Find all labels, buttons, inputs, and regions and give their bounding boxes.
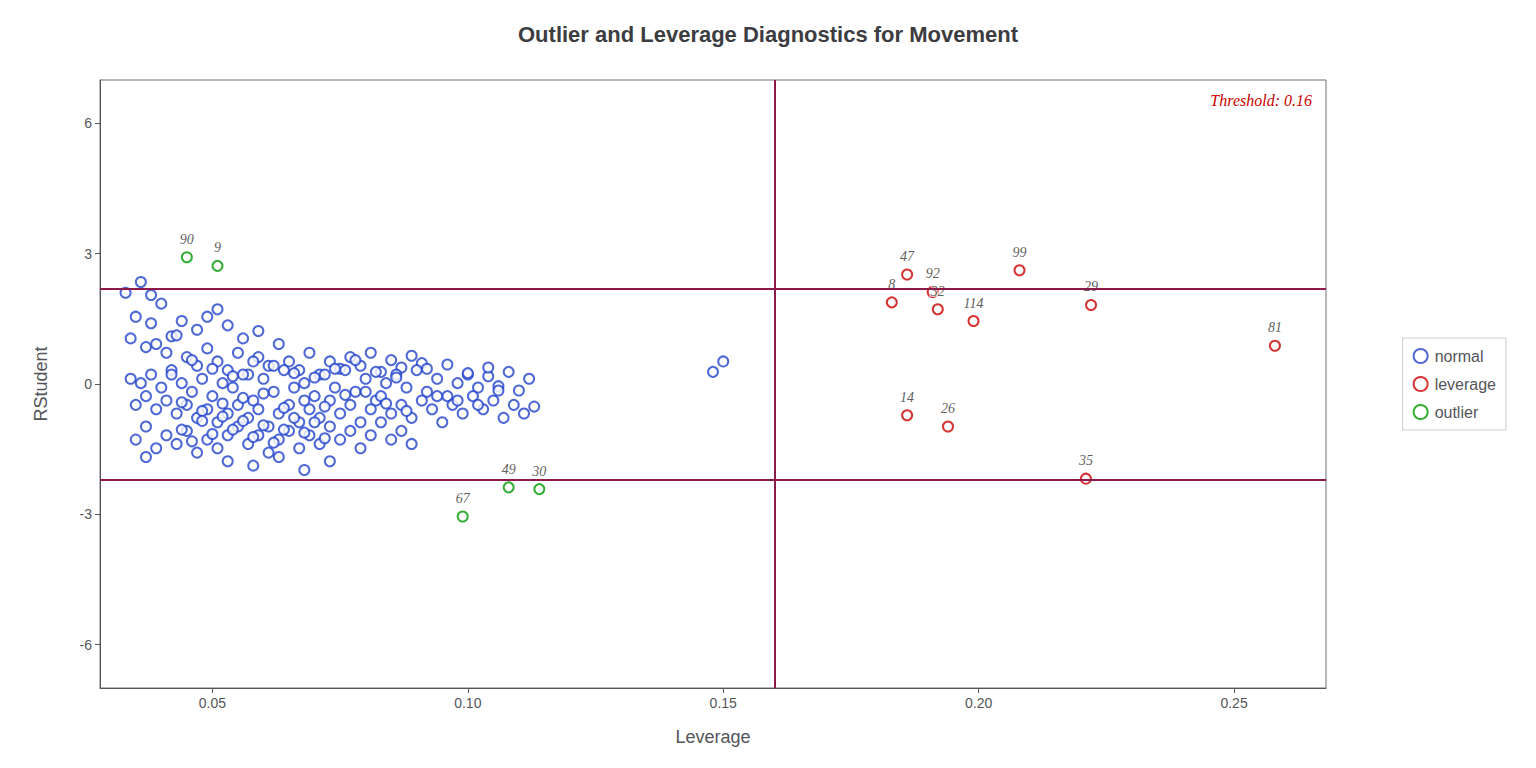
svg-text:0.10: 0.10 (454, 695, 481, 711)
svg-text:49: 49 (502, 462, 516, 477)
svg-text:26: 26 (941, 401, 955, 416)
svg-text:8: 8 (888, 276, 896, 292)
svg-text:9: 9 (214, 240, 221, 255)
svg-text:0.05: 0.05 (199, 695, 226, 711)
svg-text:-6: -6 (80, 637, 93, 653)
svg-text:-3: -3 (80, 506, 93, 522)
svg-text:Threshold: 0.16: Threshold: 0.16 (1210, 92, 1312, 109)
svg-text:normal: normal (1435, 348, 1484, 365)
svg-text:29: 29 (1084, 279, 1098, 294)
svg-text:0.25: 0.25 (1220, 695, 1247, 711)
svg-text:Outlier and Leverage Diagnosti: Outlier and Leverage Diagnostics for Mov… (518, 22, 1019, 47)
svg-text:outlier: outlier (1435, 404, 1479, 421)
svg-text:0: 0 (84, 376, 92, 392)
svg-text:35: 35 (1078, 453, 1093, 468)
svg-text:47: 47 (900, 249, 915, 264)
svg-text:leverage: leverage (1435, 376, 1496, 393)
svg-text:32: 32 (930, 284, 945, 299)
svg-text:Leverage: Leverage (675, 727, 750, 747)
svg-text:6: 6 (84, 115, 92, 131)
svg-text:0.15: 0.15 (710, 695, 737, 711)
svg-text:3: 3 (84, 246, 92, 262)
svg-text:30: 30 (531, 464, 546, 479)
svg-text:92: 92 (926, 266, 940, 281)
svg-text:0.20: 0.20 (965, 695, 992, 711)
svg-text:90: 90 (180, 232, 194, 247)
svg-text:99: 99 (1013, 245, 1027, 260)
svg-text:81: 81 (1268, 320, 1282, 335)
svg-text:RStudent: RStudent (31, 346, 51, 421)
svg-text:14: 14 (900, 390, 914, 405)
svg-text:67: 67 (456, 491, 471, 506)
svg-text:114: 114 (964, 296, 984, 311)
